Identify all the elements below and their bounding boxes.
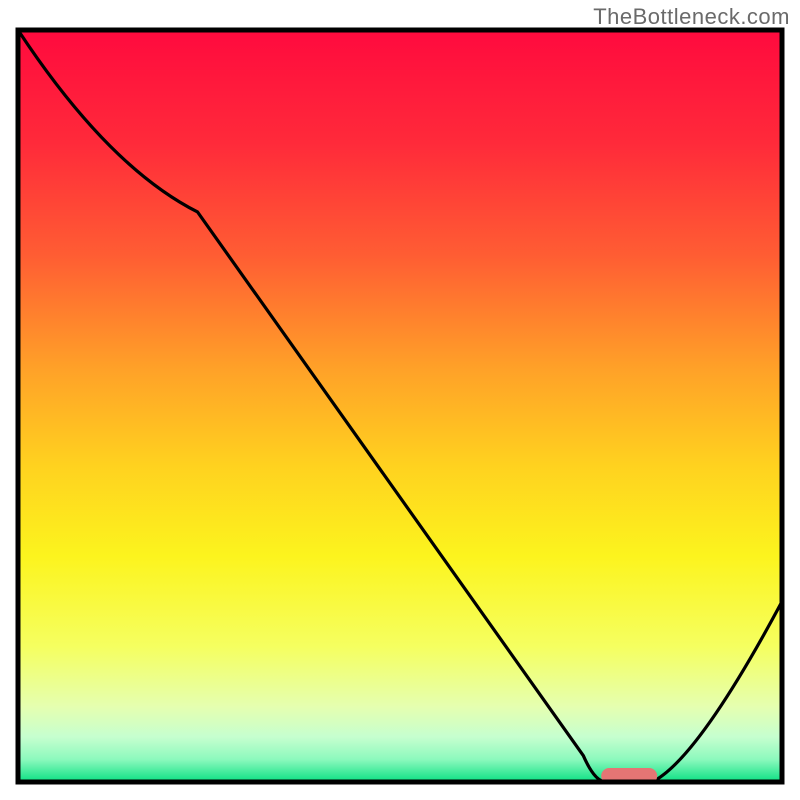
bottleneck-curve-chart [0, 0, 800, 800]
plot-background-gradient [18, 30, 782, 782]
watermark-text: TheBottleneck.com [593, 4, 790, 30]
chart-container: TheBottleneck.com [0, 0, 800, 800]
